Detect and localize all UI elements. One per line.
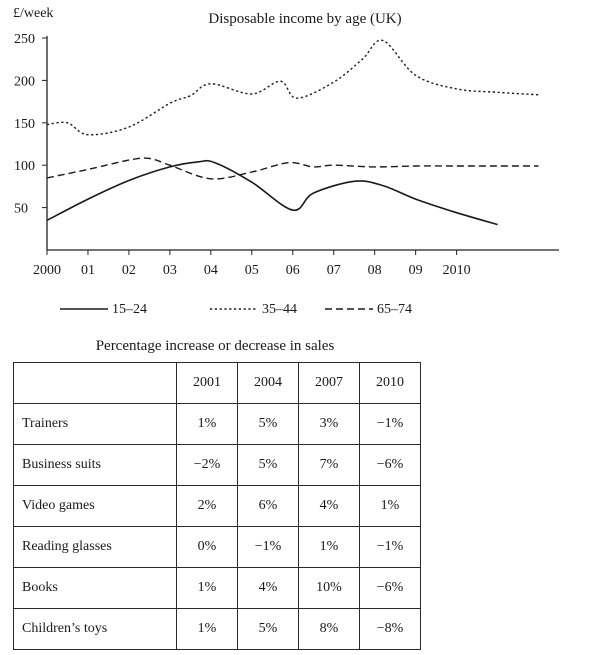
table-row: Books 1% 4% 10% −6% <box>13 567 421 609</box>
column-header: 2001 <box>176 362 238 404</box>
table-cell: 0% <box>176 526 238 568</box>
x-tick-label: 09 <box>409 263 423 278</box>
chart-title: Disposable income by age (UK) <box>208 11 401 27</box>
series-line-2 <box>46 39 539 136</box>
table-row: Reading glasses 0% −1% 1% −1% <box>13 526 421 568</box>
y-tick-label: 200 <box>14 74 35 89</box>
table-cell: 5% <box>237 444 299 486</box>
series-line-3 <box>46 157 539 180</box>
table-cell: 1% <box>176 567 238 609</box>
axes: 50 100 150 200 250 2000 01 02 03 04 05 06 07 08 09 2010 <box>14 32 559 278</box>
x-tick-label: 04 <box>204 263 218 278</box>
table-row: Trainers 1% 5% 3% −1% <box>13 403 421 445</box>
x-tick-label: 08 <box>368 263 382 278</box>
table-cell: 4% <box>298 485 360 527</box>
series-lines <box>46 39 539 226</box>
x-tick-label: 07 <box>327 263 341 278</box>
table-cell: 7% <box>298 444 360 486</box>
table-cell: 5% <box>237 403 299 445</box>
sales-table: 2001 2004 2007 2010 Trainers 1% 5% 3% −1% Busine… <box>13 362 421 650</box>
table-cell: −8% <box>359 608 421 650</box>
table-cell: −1% <box>359 526 421 568</box>
table-cell: 8% <box>298 608 360 650</box>
table-cell: −1% <box>237 526 299 568</box>
series-line-1 <box>46 159 498 226</box>
table-cell: 1% <box>176 403 238 445</box>
table-cell: 1% <box>359 485 421 527</box>
row-label: Children’s toys <box>13 608 177 650</box>
legend-label: 15–24 <box>112 302 147 317</box>
y-tick-label: 150 <box>14 117 35 132</box>
legend-label: 65–74 <box>377 302 412 317</box>
table-cell: −1% <box>359 403 421 445</box>
table-corner-cell <box>13 362 177 404</box>
table-cell: −2% <box>176 444 238 486</box>
table-row: Children’s toys 1% 5% 8% −8% <box>13 608 421 650</box>
income-line-chart: Disposable income by age (UK) £/week 50 1… <box>13 6 559 317</box>
y-tick-label: 100 <box>14 159 35 174</box>
y-tick-label: 250 <box>14 32 35 47</box>
table-cell: 4% <box>237 567 299 609</box>
x-tick-label: 02 <box>122 263 136 278</box>
table-cell: 2% <box>176 485 238 527</box>
row-label: Reading glasses <box>13 526 177 568</box>
table-cell: 5% <box>237 608 299 650</box>
table-body: Trainers 1% 5% 3% −1% Business suits −2% 5% 7% −6… <box>13 403 421 650</box>
table-cell: −6% <box>359 444 421 486</box>
x-tick-label: 06 <box>286 263 300 278</box>
x-tick-label: 03 <box>163 263 177 278</box>
legend: 15–24 35–44 65–74 <box>60 302 412 317</box>
x-tick-label: 05 <box>245 263 259 278</box>
column-header: 2010 <box>359 362 421 404</box>
table-cell: 3% <box>298 403 360 445</box>
row-label: Business suits <box>13 444 177 486</box>
row-label: Video games <box>13 485 177 527</box>
x-tick-label: 2010 <box>443 263 471 278</box>
x-tick-label: 01 <box>81 263 95 278</box>
x-tick-label: 2000 <box>33 263 61 278</box>
row-label: Books <box>13 567 177 609</box>
y-axis-label: £/week <box>13 6 53 21</box>
table-row: Business suits −2% 5% 7% −6% <box>13 444 421 486</box>
row-label: Trainers <box>13 403 177 445</box>
column-header: 2004 <box>237 362 299 404</box>
table-cell: 10% <box>298 567 360 609</box>
table-title: Percentage increase or decrease in sales <box>95 338 335 354</box>
table-cell: 1% <box>176 608 238 650</box>
table-cell: 1% <box>298 526 360 568</box>
table-cell: 6% <box>237 485 299 527</box>
y-tick-label: 50 <box>14 202 28 217</box>
table-cell: −6% <box>359 567 421 609</box>
table-header-row: 2001 2004 2007 2010 <box>13 362 421 404</box>
column-header: 2007 <box>298 362 360 404</box>
legend-label: 35–44 <box>262 302 297 317</box>
table-row: Video games 2% 6% 4% 1% <box>13 485 421 527</box>
